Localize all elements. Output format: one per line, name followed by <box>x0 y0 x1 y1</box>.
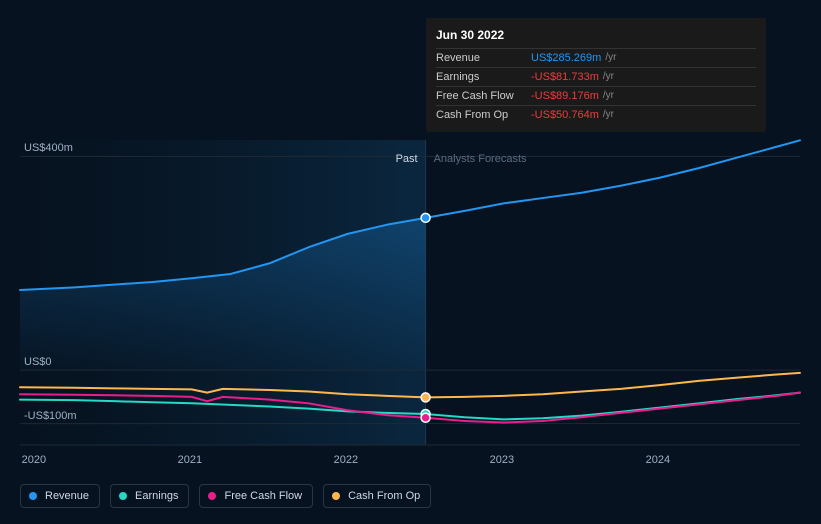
legend-dot-icon <box>119 492 127 500</box>
tooltip-row-value: US$285.269m <box>531 52 601 64</box>
tooltip-row-value: -US$89.176m <box>531 90 599 102</box>
x-axis-label: 2020 <box>22 454 46 466</box>
chart-legend: Revenue Earnings Free Cash Flow Cash From O… <box>20 484 431 508</box>
past-region-label: Past <box>396 153 418 165</box>
forecast-region-label: Analysts Forecasts <box>434 153 527 165</box>
y-axis-label: US$400m <box>24 142 73 154</box>
legend-dot-icon <box>29 492 37 500</box>
tooltip-row-unit: /yr <box>603 71 614 83</box>
tooltip-row: Free Cash Flow-US$89.176m/yr <box>436 86 756 105</box>
legend-label: Free Cash Flow <box>224 490 302 502</box>
legend-dot-icon <box>332 492 340 500</box>
tooltip-row-value: -US$81.733m <box>531 71 599 83</box>
tooltip-row: Earnings-US$81.733m/yr <box>436 67 756 86</box>
tooltip-row: Cash From Op-US$50.764m/yr <box>436 105 756 124</box>
tooltip-row-value: -US$50.764m <box>531 109 599 121</box>
chart-tooltip: Jun 30 2022 RevenueUS$285.269m/yrEarning… <box>426 18 766 132</box>
legend-item-cash_from_op[interactable]: Cash From Op <box>323 484 431 508</box>
tooltip-row-label: Free Cash Flow <box>436 90 531 102</box>
tooltip-row-unit: /yr <box>605 52 616 64</box>
legend-label: Cash From Op <box>348 490 420 502</box>
legend-dot-icon <box>208 492 216 500</box>
legend-label: Earnings <box>135 490 178 502</box>
x-axis-label: 2022 <box>334 454 358 466</box>
y-axis-label: -US$100m <box>24 410 77 422</box>
tooltip-row-label: Cash From Op <box>436 109 531 121</box>
tooltip-date: Jun 30 2022 <box>436 28 756 42</box>
legend-item-fcf[interactable]: Free Cash Flow <box>199 484 313 508</box>
legend-item-revenue[interactable]: Revenue <box>20 484 100 508</box>
tooltip-row-unit: /yr <box>603 90 614 102</box>
y-axis-label: US$0 <box>24 356 52 368</box>
legend-item-earnings[interactable]: Earnings <box>110 484 189 508</box>
tooltip-row: RevenueUS$285.269m/yr <box>436 48 756 67</box>
x-axis-label: 2024 <box>646 454 670 466</box>
tooltip-row-label: Earnings <box>436 71 531 83</box>
legend-label: Revenue <box>45 490 89 502</box>
tooltip-row-unit: /yr <box>603 109 614 121</box>
x-axis-label: 2023 <box>490 454 514 466</box>
tooltip-row-label: Revenue <box>436 52 531 64</box>
x-axis-label: 2021 <box>178 454 202 466</box>
